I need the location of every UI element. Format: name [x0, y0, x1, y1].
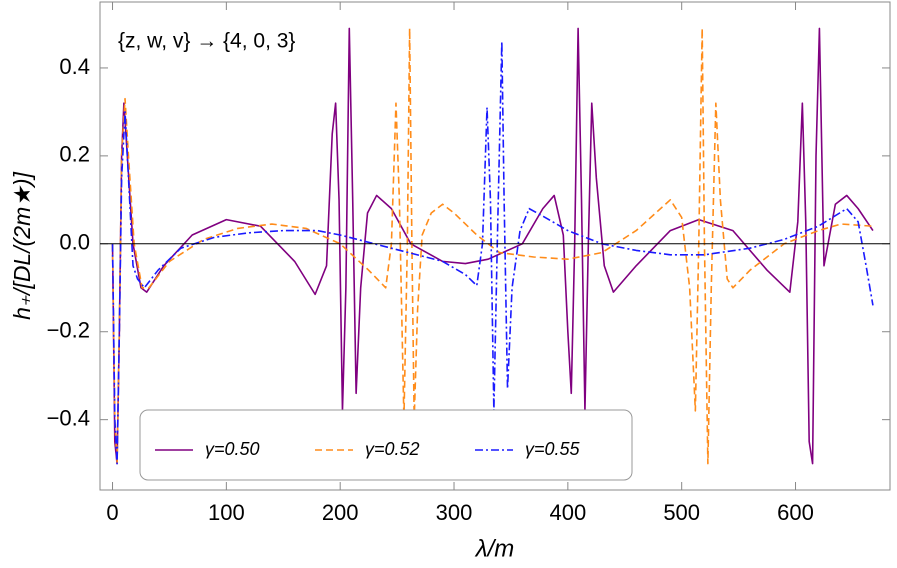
- y-tick-label: 0.0: [59, 230, 90, 255]
- series-line: [111, 27, 874, 465]
- x-tick-label: 100: [208, 500, 245, 525]
- legend-label: γ=0.50: [205, 439, 260, 459]
- plot-area: [111, 27, 874, 465]
- x-tick-label: 300: [436, 500, 473, 525]
- x-tick-label: 500: [663, 500, 700, 525]
- y-tick-label: 0.4: [59, 54, 90, 79]
- y-tick-label: −0.4: [47, 405, 90, 430]
- x-tick-label: 600: [777, 500, 814, 525]
- x-tick-label: 0: [106, 500, 118, 525]
- series-line: [111, 27, 873, 465]
- x-axis-label: λ/m: [474, 535, 514, 562]
- plot-frame: [99, 1, 891, 491]
- series-line: [111, 40, 874, 465]
- x-tick-label: 200: [322, 500, 359, 525]
- annotation: {z, w, v} → {4, 0, 3}: [118, 30, 295, 53]
- x-tick-label: 400: [549, 500, 586, 525]
- y-tick-label: 0.2: [59, 142, 90, 167]
- legend-label: γ=0.55: [525, 439, 581, 459]
- y-axis-label: h₊/[DL/(2m★)]: [9, 172, 35, 320]
- legend-label: γ=0.52: [365, 439, 420, 459]
- legend-box: [139, 409, 633, 481]
- y-tick-label: −0.2: [47, 318, 90, 343]
